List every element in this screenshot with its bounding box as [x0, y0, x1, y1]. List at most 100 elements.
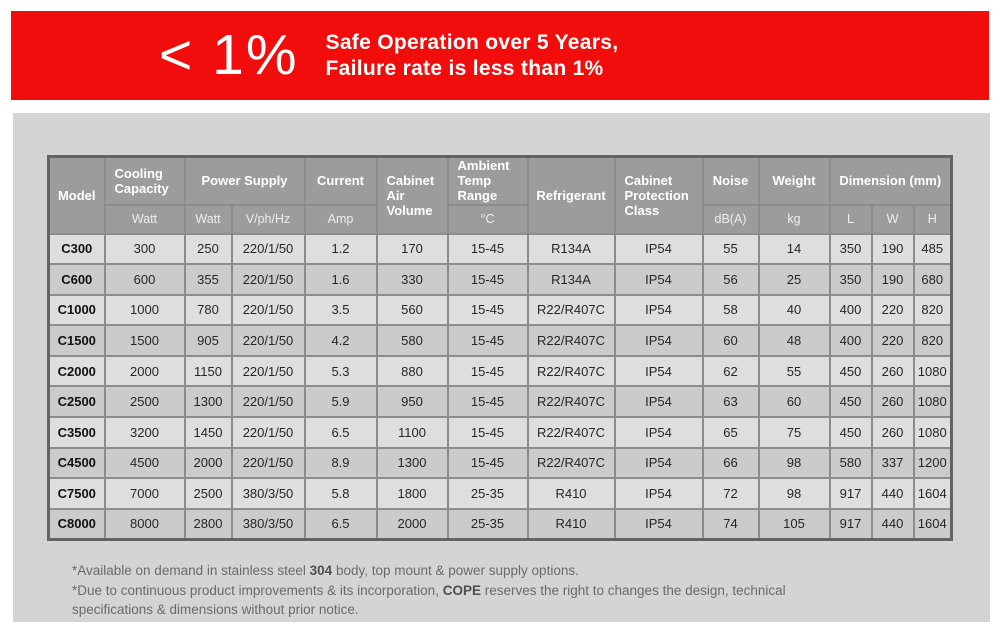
- spec-cell: 3.5: [303, 293, 378, 327]
- spec-cell: 1300: [183, 385, 233, 419]
- spec-cell: 55: [757, 354, 831, 388]
- spec-cell: 170: [375, 232, 449, 266]
- model-cell: C7500: [47, 477, 106, 510]
- spec-cell: 600: [103, 263, 186, 296]
- spec-cell: R134A: [526, 232, 616, 266]
- promo-banner: < 1% Safe Operation over 5 Years, Failur…: [11, 11, 989, 100]
- model-cell: C1000: [47, 293, 106, 327]
- spec-cell: 450: [828, 354, 873, 388]
- spec-cell: 98: [757, 477, 831, 510]
- banner-slogan: Safe Operation over 5 Years, Failure rat…: [326, 30, 619, 82]
- spec-cell: 25-35: [446, 477, 529, 510]
- spec-cell: 560: [375, 293, 449, 327]
- spec-cell: 1300: [375, 446, 449, 480]
- spec-cell: 220: [870, 324, 915, 357]
- spec-cell: 260: [870, 416, 915, 449]
- model-cell: C4500: [47, 446, 106, 480]
- spec-cell: 8.9: [303, 446, 378, 480]
- banner-headline: < 1%: [159, 23, 299, 87]
- header-dim-w: W: [870, 203, 915, 235]
- spec-cell: 260: [870, 354, 915, 388]
- spec-cell: 2000: [103, 354, 186, 388]
- header-power-supply-watt: Watt: [183, 203, 233, 235]
- spec-cell: 40: [757, 293, 831, 327]
- footnote-2-text-end: reserves the right to changes the design…: [72, 582, 786, 618]
- spec-cell: 820: [912, 293, 953, 327]
- header-cooling-capacity-unit: Watt: [103, 203, 186, 235]
- spec-cell: 2500: [103, 385, 186, 419]
- spec-cell: 440: [870, 477, 915, 510]
- spec-cell: 60: [701, 324, 760, 357]
- spec-cell: IP54: [613, 416, 704, 449]
- spec-cell: 58: [701, 293, 760, 327]
- spec-cell: 1500: [103, 324, 186, 357]
- spec-cell: 1.2: [303, 232, 378, 266]
- spec-cell: 7000: [103, 477, 186, 510]
- spec-cell: 14: [757, 232, 831, 266]
- spec-cell: 15-45: [446, 263, 529, 296]
- spec-cell: 250: [183, 232, 233, 266]
- banner-slogan-line-2: Failure rate is less than 1%: [325, 56, 604, 80]
- spec-cell: 917: [828, 477, 873, 510]
- table-row: C8000 8000 2800 380/3/50 6.5 2000 25-35 R410 IP5…: [47, 507, 953, 541]
- spec-cell: 190: [870, 263, 915, 296]
- spec-cell: 25-35: [446, 507, 529, 541]
- footnotes: *Available on demand in stainless steel …: [72, 561, 862, 620]
- table-row: C1000 1000 780 220/1/50 3.5 560 15-45 R22/R407C…: [47, 293, 953, 327]
- footnote-2-text: *Due to continuous product improvements …: [72, 582, 443, 598]
- spec-cell: R22/R407C: [526, 293, 616, 327]
- spec-cell: 15-45: [446, 232, 529, 266]
- spec-cell: IP54: [613, 232, 704, 266]
- header-current: Current: [303, 155, 378, 206]
- header-weight: Weight: [757, 155, 831, 206]
- spec-cell: 6.5: [303, 416, 378, 449]
- spec-cell: 15-45: [446, 293, 529, 327]
- spec-cell: 380/3/50: [230, 477, 306, 510]
- spec-cell: 485: [912, 232, 953, 266]
- spec-cell: 905: [183, 324, 233, 357]
- footnote-line-1: *Available on demand in stainless steel …: [72, 561, 862, 581]
- spec-cell: 355: [183, 263, 233, 296]
- spec-cell: IP54: [613, 507, 704, 541]
- spec-cell: 1450: [183, 416, 233, 449]
- header-current-unit: Amp: [303, 203, 378, 235]
- spec-cell: 220: [870, 293, 915, 327]
- table-row: C600 600 355 220/1/50 1.6 330 15-45 R134A IP54 56…: [47, 263, 953, 296]
- spec-table: Model Cooling Capacity Power Supply Curr…: [47, 155, 954, 541]
- footnote-1-bold: 304: [309, 563, 333, 578]
- spec-cell: 8000: [103, 507, 186, 541]
- header-ambient-temp-unit: °C: [446, 203, 529, 235]
- spec-cell: 400: [828, 293, 873, 327]
- spec-cell: 25: [757, 263, 831, 296]
- spec-cell: 1000: [103, 293, 186, 327]
- spec-cell: 15-45: [446, 385, 529, 419]
- spec-cell: IP54: [613, 263, 704, 296]
- spec-cell: 4.2: [303, 324, 378, 357]
- model-cell: C8000: [47, 507, 106, 541]
- spec-cell: 580: [375, 324, 449, 357]
- spec-cell: IP54: [613, 324, 704, 357]
- spec-cell: 190: [870, 232, 915, 266]
- spec-cell: 63: [701, 385, 760, 419]
- spec-cell: 1080: [912, 354, 953, 388]
- spec-panel: Model Cooling Capacity Power Supply Curr…: [13, 113, 990, 622]
- spec-cell: 98: [757, 446, 831, 480]
- spec-cell: IP54: [613, 446, 704, 480]
- spec-cell: 55: [701, 232, 760, 266]
- spec-cell: 56: [701, 263, 760, 296]
- spec-cell: 1200: [912, 446, 953, 480]
- spec-cell: 62: [701, 354, 760, 388]
- spec-cell: 15-45: [446, 324, 529, 357]
- spec-cell: 950: [375, 385, 449, 419]
- model-cell: C3500: [47, 416, 106, 449]
- spec-cell: 1.6: [303, 263, 378, 296]
- spec-cell: 350: [828, 232, 873, 266]
- spec-cell: 1604: [912, 477, 953, 510]
- spec-cell: 5.9: [303, 385, 378, 419]
- spec-table-body: C300 300 250 220/1/50 1.2 170 15-45 R134A IP54 55…: [47, 232, 953, 541]
- spec-cell: 60: [757, 385, 831, 419]
- spec-cell: 1800: [375, 477, 449, 510]
- header-cooling-capacity: Cooling Capacity: [103, 155, 186, 206]
- spec-cell: R22/R407C: [526, 385, 616, 419]
- spec-cell: 74: [701, 507, 760, 541]
